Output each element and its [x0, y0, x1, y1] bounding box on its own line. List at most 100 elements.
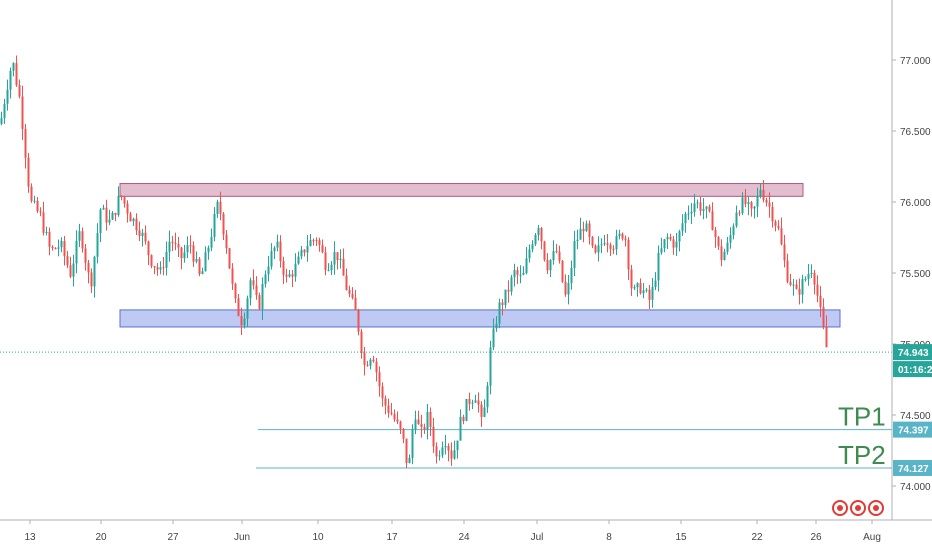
candle-body [822, 307, 825, 327]
candle-body [345, 275, 348, 290]
candle-body [75, 240, 78, 264]
candle-body [480, 404, 483, 417]
time-tick-label: 17 [386, 532, 398, 543]
candle-body [126, 203, 129, 214]
candle-body [417, 419, 420, 424]
candle-body [774, 221, 777, 226]
candle-body [789, 281, 792, 285]
candle-body [444, 446, 447, 448]
time-tick-label: 24 [458, 532, 470, 543]
candle-body [474, 400, 477, 403]
candle-body [402, 428, 405, 439]
candle-body [654, 280, 657, 288]
candle-body [630, 269, 633, 289]
candle-body [453, 450, 456, 459]
candle-body [72, 263, 75, 277]
candle-body [297, 256, 300, 264]
candle-body [549, 260, 552, 271]
event-flag-icon[interactable] [868, 500, 884, 516]
target-price-badge-tp1-bg [893, 421, 932, 438]
candle-body [393, 414, 396, 420]
candle-body [39, 211, 42, 213]
candle-body [270, 251, 273, 267]
candle-body [135, 218, 138, 231]
candle-body [318, 240, 321, 246]
candle-body [750, 202, 753, 209]
candle-body [714, 230, 717, 238]
candle-body [507, 289, 510, 292]
candle-body [588, 223, 591, 237]
candle-body [264, 274, 267, 285]
candle-body [660, 248, 663, 253]
candle-body [15, 63, 18, 86]
time-tick-label: 27 [167, 532, 179, 543]
candle-body [699, 202, 702, 211]
candle-body [648, 289, 651, 300]
candle-body [492, 328, 495, 348]
candle-body [756, 195, 759, 207]
candle-body [666, 237, 669, 240]
candle-body [426, 411, 429, 430]
candle-body [36, 200, 39, 212]
candle-body [645, 289, 648, 291]
candle-body [159, 267, 162, 270]
candle-body [30, 186, 33, 201]
candle-body [27, 157, 30, 187]
candle-body [204, 252, 207, 272]
candle-body [618, 233, 621, 237]
candle-body [702, 208, 705, 211]
candle-body [282, 261, 285, 275]
candle-body [816, 284, 819, 296]
candle-body [429, 411, 432, 427]
candle-body [387, 405, 390, 413]
target-label-tp1: TP1 [838, 402, 886, 432]
candle-body [597, 245, 600, 253]
event-icons[interactable] [832, 500, 884, 516]
candle-body [420, 423, 423, 428]
event-flag-icon-dot [873, 505, 879, 511]
candle-body [570, 267, 573, 284]
candle-body [213, 213, 216, 237]
candle-body [123, 197, 126, 204]
candle-body [12, 63, 15, 71]
candle-body [567, 283, 570, 295]
candle-body [564, 281, 567, 295]
candle-body [621, 233, 624, 239]
candle-body [240, 315, 243, 326]
candle-body [636, 283, 639, 288]
candle-body [738, 212, 741, 214]
event-flag-icon[interactable] [832, 500, 848, 516]
candle-body [441, 447, 444, 456]
candle-body [513, 270, 516, 278]
candle-body [300, 249, 303, 257]
candle-body [225, 234, 228, 249]
candle-body [258, 295, 261, 310]
time-tick-label: Jun [234, 532, 250, 543]
candle-body [9, 70, 12, 90]
candle-body [399, 421, 402, 429]
candle-body [141, 232, 144, 236]
event-flag-icon[interactable] [850, 500, 866, 516]
candle-body [558, 251, 561, 261]
candle-body [285, 274, 288, 277]
time-tick-label: 10 [312, 532, 324, 543]
candle-body [267, 266, 270, 275]
candle-body [408, 457, 411, 464]
candle-body [369, 359, 372, 366]
candle-body [201, 271, 204, 275]
candle-body [414, 419, 417, 430]
time-axis[interactable]: 13 20 27 Jun 10 17 24 Jul 8 15 22 26 Aug [24, 520, 881, 543]
candle-body [336, 252, 339, 260]
candle-body [561, 260, 564, 282]
candle-body [471, 402, 474, 404]
candle-body [249, 280, 252, 299]
time-tick-label: 15 [675, 532, 687, 543]
candle-body [633, 287, 636, 289]
candle-body [594, 245, 597, 253]
time-tick-label: Jul [531, 532, 544, 543]
candle-body [450, 450, 453, 459]
candle-body [288, 274, 291, 277]
candle-body [375, 361, 378, 373]
